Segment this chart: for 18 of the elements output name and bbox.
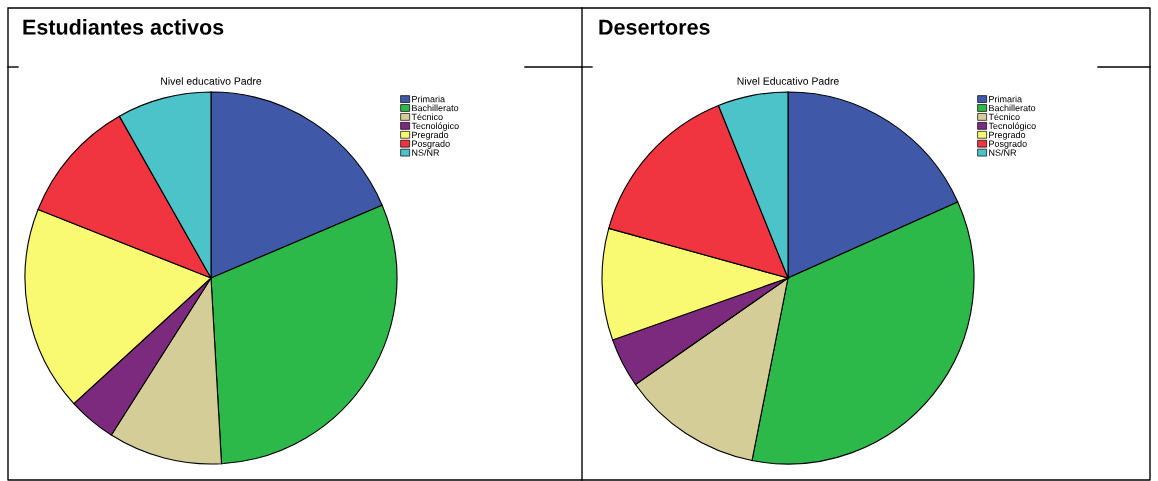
legend-label: NS/NR — [412, 149, 440, 156]
legend-label: Tecnológico — [411, 122, 459, 131]
legend-label: Pregrado — [989, 131, 1026, 140]
chart-subtitle: Nivel educativo Padre — [161, 77, 262, 85]
chart-title: Estudiantes activos — [23, 18, 224, 35]
legend-label: Posgrado — [412, 140, 450, 149]
legend-label: Técnico — [411, 113, 443, 121]
legend-label: Primaria — [989, 95, 1023, 103]
legend-label: Pregrado — [412, 131, 449, 140]
chart-title: Desertores — [599, 19, 710, 35]
legend-label: Bachillerato — [412, 104, 459, 112]
legend-label: NS/NR — [989, 149, 1017, 156]
legend-label: Posgrado — [989, 140, 1027, 149]
legend-label: Técnico — [988, 113, 1020, 121]
chart-subtitle: Nivel Educativo Padre — [737, 77, 839, 85]
legend-label: Tecnológico — [988, 122, 1036, 131]
legend-label: Bachillerato — [989, 104, 1036, 112]
legend-label: Primaria — [412, 95, 446, 103]
